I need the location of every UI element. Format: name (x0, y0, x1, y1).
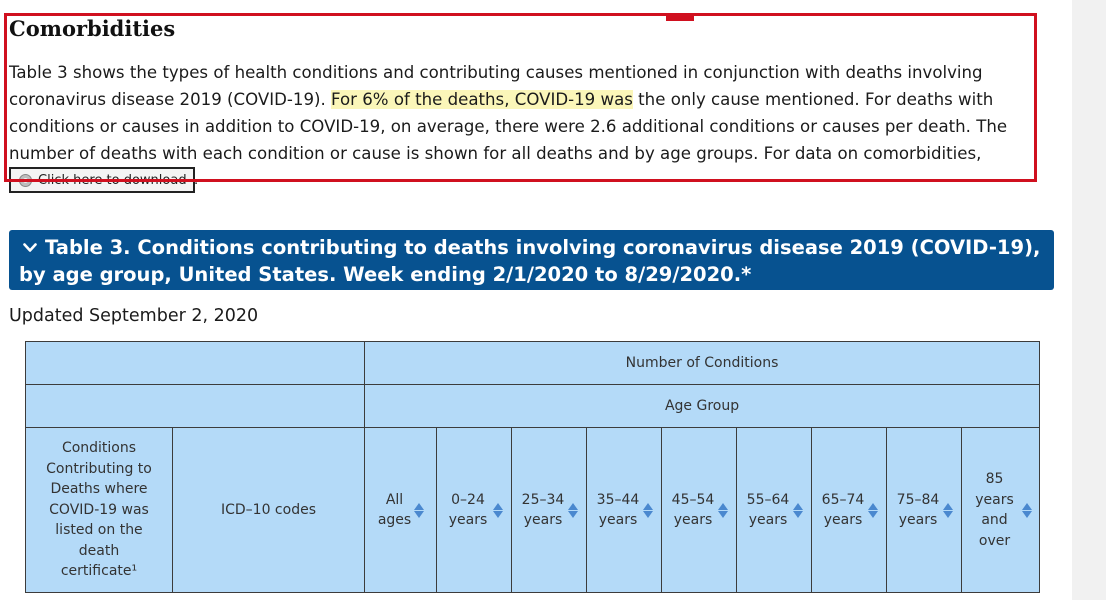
col-85-over-label: 85 years and over (975, 471, 1014, 549)
accordion-title: Table 3. Conditions contributing to deat… (19, 236, 1041, 286)
col-55-64-label: 55–64 years (746, 491, 790, 529)
col-icd-header: ICD–10 codes (172, 427, 365, 593)
number-of-conditions-header: Number of Conditions (363, 341, 1041, 385)
sort-icon[interactable] (493, 502, 503, 518)
sort-icon[interactable] (718, 502, 728, 518)
col-45-54-header[interactable]: 45–54 years (661, 427, 737, 593)
sort-icon[interactable] (1021, 502, 1032, 518)
page-content: Comorbidities Table 3 shows the types of… (4, 13, 1054, 593)
chevron-down-icon (23, 235, 37, 261)
empty-header-cell (25, 384, 365, 428)
col-75-84-header[interactable]: 75–84 years (886, 427, 962, 593)
col-conditions-header: Conditions Contributing to Deaths where … (25, 427, 173, 593)
sort-icon[interactable] (643, 502, 653, 518)
col-0-24-header[interactable]: 0–24 years (436, 427, 512, 593)
col-85-over-header[interactable]: 85 years and over (960, 427, 1041, 593)
empty-header-cell (25, 341, 365, 385)
col-65-74-label: 65–74 years (821, 491, 865, 529)
col-conditions-label: Conditions Contributing to Deaths where … (46, 440, 152, 580)
table-accordion-toggle[interactable]: Table 3. Conditions contributing to deat… (9, 230, 1054, 290)
age-group-header: Age Group (363, 384, 1041, 428)
download-button-label: Click here to download (38, 172, 187, 188)
annotation-marker (666, 13, 694, 21)
download-button[interactable]: Click here to download (9, 167, 195, 193)
highlighted-text: For 6% of the deaths, COVID-19 was (331, 90, 633, 109)
section-heading: Comorbidities (9, 16, 176, 41)
paragraph-text-start: Table 3 shows the types of health condit… (9, 63, 983, 109)
col-0-24-label: 0–24 years (448, 491, 488, 529)
sort-icon[interactable] (943, 502, 953, 518)
paragraph-text-end: the only cause mentioned. For deaths wit… (9, 90, 1008, 163)
col-65-74-header[interactable]: 65–74 years (811, 427, 887, 593)
col-25-34-label: 25–34 years (521, 491, 565, 529)
col-all-ages-header[interactable]: All ages (364, 427, 437, 593)
conditions-table: Number of Conditions Age Group Condition… (25, 341, 1041, 593)
sentence-period: . (194, 171, 199, 188)
col-all-ages-label: All ages (377, 491, 412, 529)
scrollbar-track[interactable] (1072, 0, 1106, 600)
col-35-44-header[interactable]: 35–44 years (586, 427, 662, 593)
col-35-44-label: 35–44 years (596, 491, 640, 529)
col-75-84-label: 75–84 years (896, 491, 940, 529)
sort-icon[interactable] (868, 502, 878, 518)
sort-icon[interactable] (568, 502, 578, 518)
col-55-64-header[interactable]: 55–64 years (736, 427, 812, 593)
col-45-54-label: 45–54 years (671, 491, 715, 529)
comorbidities-paragraph: Table 3 shows the types of health condit… (9, 59, 1039, 167)
updated-date: Updated September 2, 2020 (9, 306, 259, 326)
sort-icon[interactable] (413, 502, 424, 518)
sort-icon[interactable] (793, 502, 803, 518)
download-icon (19, 173, 32, 187)
col-25-34-header[interactable]: 25–34 years (511, 427, 587, 593)
